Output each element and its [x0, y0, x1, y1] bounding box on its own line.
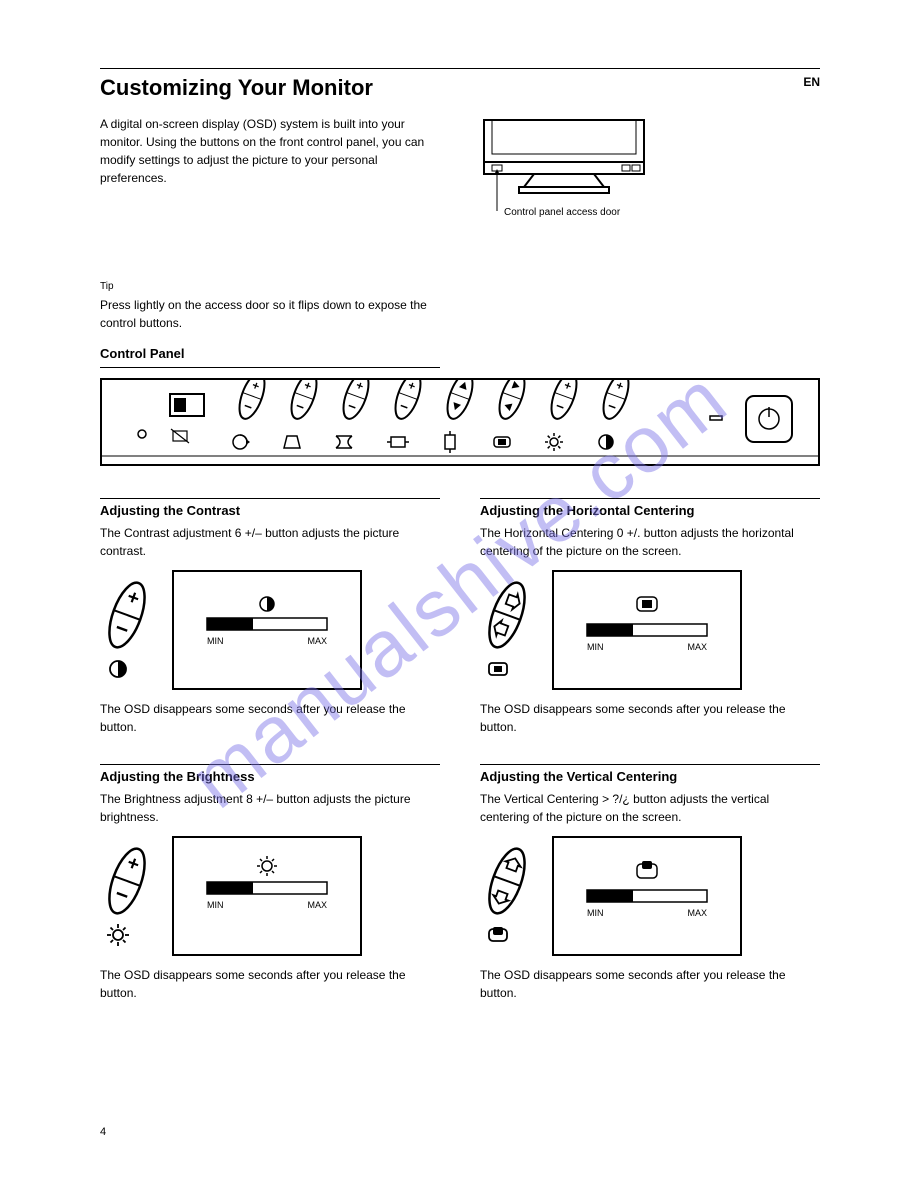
hsize-icon — [387, 437, 409, 447]
contrast-after: The OSD disappears some seconds after yo… — [100, 700, 440, 736]
sections-row-1: Adjusting the Contrast The Contrast adju… — [100, 498, 820, 736]
power-icon — [759, 407, 779, 429]
svg-text:−: − — [242, 397, 255, 415]
contrast-title: Adjusting the Contrast — [100, 503, 440, 518]
svg-text:−: − — [346, 397, 359, 415]
plusminus-button: + − — [100, 575, 154, 685]
section-brightness: Adjusting the Brightness The Brightness … — [100, 764, 440, 1002]
svg-text:MIN: MIN — [587, 908, 604, 918]
tip-body: Press lightly on the access door so it f… — [100, 296, 440, 332]
hcenter-osd-row: MIN MAX — [480, 570, 820, 690]
tip-block: Tip Press lightly on the access door so … — [100, 279, 440, 332]
contrast-icon — [110, 661, 126, 677]
sections-row-2: Adjusting the Brightness The Brightness … — [100, 764, 820, 1002]
brightness-title: Adjusting the Brightness — [100, 769, 440, 784]
hcenter-osd: MIN MAX — [552, 570, 742, 690]
lang-tag: EN — [803, 75, 820, 89]
svg-text:MAX: MAX — [687, 908, 707, 918]
vcenter-osd-row: MIN MAX — [480, 836, 820, 956]
brightness-after: The OSD disappears some seconds after yo… — [100, 966, 440, 1002]
intro-text: A digital on-screen display (OSD) system… — [100, 115, 440, 225]
tip-heading: Tip — [100, 279, 440, 294]
svg-text:+: + — [562, 378, 573, 393]
plusminus-button-2: + − — [100, 841, 154, 951]
vcenter-body: The Vertical Centering > ?/¿ button adju… — [480, 790, 820, 826]
svg-text:−: − — [554, 397, 567, 415]
svg-text:+: + — [354, 378, 365, 393]
contrast-icon — [599, 435, 613, 449]
panel-section: Control Panel + − — [100, 346, 820, 478]
brightness-icon — [545, 433, 563, 451]
pincushion-icon — [336, 436, 352, 448]
vcenter-after: The OSD disappears some seconds after yo… — [480, 966, 820, 1002]
control-panel-diagram: + − + − + − + − + − + − — [100, 378, 820, 478]
section-vcenter: Adjusting the Vertical Centering The Ver… — [480, 764, 820, 1002]
intro-row: A digital on-screen display (OSD) system… — [100, 115, 820, 225]
svg-text:MAX: MAX — [687, 642, 707, 652]
svg-text:MAX: MAX — [307, 900, 327, 910]
vsize-icon — [445, 431, 455, 453]
vcenter-icon — [489, 927, 507, 941]
svg-text:MIN: MIN — [587, 642, 604, 652]
panel-underline — [100, 367, 440, 368]
brightness-icon — [107, 924, 129, 946]
brightness-osd-row: + − MIN MAX — [100, 836, 440, 956]
svg-text:−: − — [294, 397, 307, 415]
top-rule — [100, 68, 820, 69]
hcenter-body: The Horizontal Centering 0 +/. button ad… — [480, 524, 820, 560]
svg-text:−: − — [606, 397, 619, 415]
brightness-body: The Brightness adjustment 8 +/– button a… — [100, 790, 440, 826]
svg-text:−: − — [398, 397, 411, 415]
contrast-body: The Contrast adjustment 6 +/– button adj… — [100, 524, 440, 560]
svg-text:+: + — [302, 378, 313, 393]
page-title: Customizing Your Monitor — [100, 75, 373, 101]
vcenter-title: Adjusting the Vertical Centering — [480, 769, 820, 784]
rotation-icon — [233, 435, 250, 449]
arrows-ud-button — [480, 841, 534, 951]
svg-text:MAX: MAX — [307, 636, 327, 646]
page-number: 4 — [100, 1126, 106, 1138]
hcenter-icon — [494, 437, 510, 447]
svg-text:+: + — [614, 378, 625, 393]
section-contrast: Adjusting the Contrast The Contrast adju… — [100, 498, 440, 736]
svg-text:+: + — [250, 378, 261, 393]
hcenter-after: The OSD disappears some seconds after yo… — [480, 700, 820, 736]
panel-heading: Control Panel — [100, 346, 820, 361]
hcenter-icon — [489, 663, 507, 675]
trapezoid-icon — [284, 436, 300, 448]
contrast-osd-row: + − MIN MAX — [100, 570, 440, 690]
monitor-diagram: Control panel access door — [464, 115, 674, 225]
hcenter-title: Adjusting the Horizontal Centering — [480, 503, 820, 518]
section-hcenter: Adjusting the Horizontal Centering The H… — [480, 498, 820, 736]
svg-text:+: + — [406, 378, 417, 393]
arrows-lr-button — [480, 575, 534, 685]
monitor-arrow-label: Control panel access door — [504, 207, 621, 218]
page-content: Customizing Your Monitor EN A digital on… — [100, 68, 820, 1002]
panel-buttons-group: + − + − + − + − + − + − — [234, 378, 633, 422]
vcenter-osd: MIN MAX — [552, 836, 742, 956]
contrast-osd: MIN MAX — [172, 570, 362, 690]
svg-text:MIN: MIN — [207, 900, 224, 910]
title-row: Customizing Your Monitor EN — [100, 75, 820, 101]
brightness-osd: MIN MAX — [172, 836, 362, 956]
svg-text:MIN: MIN — [207, 636, 224, 646]
